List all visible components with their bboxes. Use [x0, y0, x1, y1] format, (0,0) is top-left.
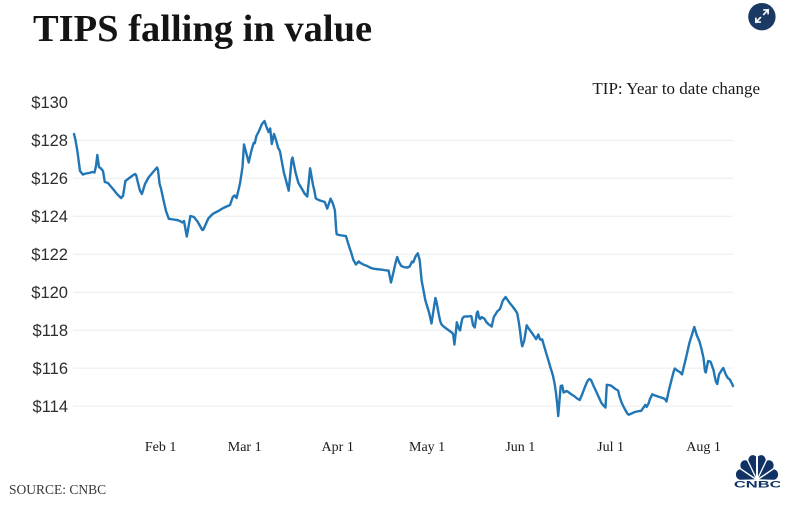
svg-text:CNBC: CNBC: [734, 479, 780, 490]
